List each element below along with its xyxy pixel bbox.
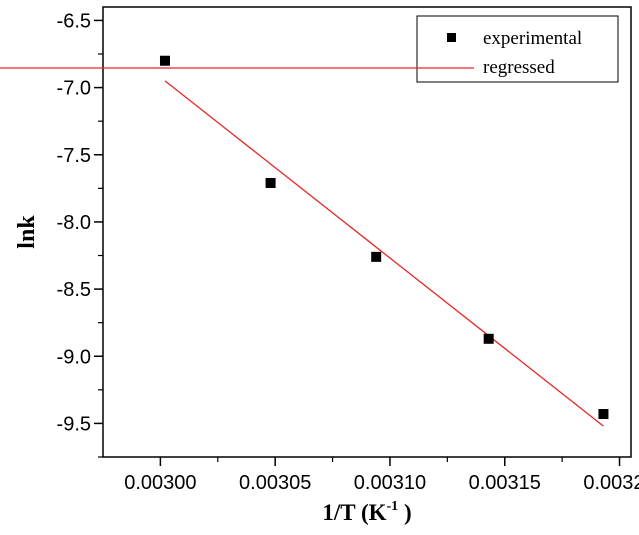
y-axis-title: lnk	[14, 215, 40, 249]
data-point-experimental	[483, 333, 494, 344]
legend-label-regressed: regressed	[483, 57, 555, 78]
x-tick-label: 0.00300	[124, 472, 196, 494]
x-tick-label: 0.00320	[583, 472, 639, 494]
legend: experimental regressed	[0, 15, 619, 83]
legend-label-experimental: experimental	[483, 28, 582, 49]
x-axis: 0.00300 0.00305 0.00310 0.00315 0.00320	[124, 457, 639, 494]
data-point-experimental	[598, 409, 609, 420]
y-tick-label: -8.5	[57, 279, 91, 301]
legend-box	[416, 15, 619, 83]
x-tick-label: 0.00305	[239, 472, 311, 494]
x-axis-title-suffix: )	[398, 500, 411, 525]
x-tick-label: 0.00315	[469, 472, 541, 494]
regression-line	[164, 80, 604, 427]
y-tick-label: -7.0	[57, 78, 91, 100]
y-tick-label: -6.5	[57, 10, 91, 32]
x-tick-label: 0.00310	[354, 472, 426, 494]
data-point-experimental	[371, 251, 382, 262]
y-tick-label: -8.0	[57, 212, 91, 234]
x-axis-title-superscript: -1	[387, 499, 399, 514]
x-axis-title: 1/T (K-1 )	[322, 499, 411, 525]
y-axis: -6.5 -7.0 -7.5 -8.0 -8.5 -9.0 -9.5	[57, 10, 103, 458]
y-tick-label: -9.0	[57, 346, 91, 368]
y-tick-label: -9.5	[57, 413, 91, 435]
data-point-experimental	[159, 55, 170, 66]
data-point-experimental	[265, 177, 276, 188]
y-tick-label: -7.5	[57, 145, 91, 167]
x-axis-title-main: 1/T (K	[322, 500, 386, 525]
series-layer	[159, 55, 609, 427]
plot-frame	[102, 6, 632, 458]
legend-marker-experimental	[447, 33, 456, 42]
